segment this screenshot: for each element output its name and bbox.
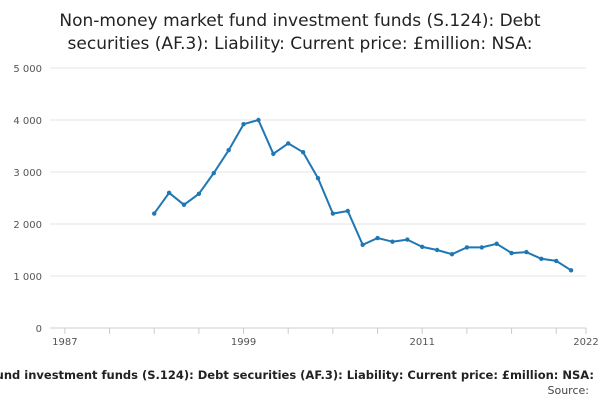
data-point bbox=[405, 237, 410, 242]
data-point bbox=[271, 151, 276, 156]
data-point bbox=[420, 244, 425, 250]
y-gridlines bbox=[50, 67, 586, 277]
y-tick-label: 1 000 bbox=[13, 272, 42, 283]
data-point bbox=[211, 170, 216, 176]
data-point bbox=[226, 147, 231, 153]
x-tick-label: 2011 bbox=[409, 337, 434, 348]
legend-entry: Non-money market fund investment funds (… bbox=[0, 368, 594, 382]
y-tick-label: 4 000 bbox=[13, 116, 42, 127]
data-point bbox=[300, 150, 306, 155]
y-tick-label: 0 bbox=[36, 324, 42, 335]
y-axis-ticks: 0 1 000 2 000 3 000 4 000 5 000 bbox=[13, 64, 42, 335]
data-point bbox=[449, 251, 455, 257]
data-point bbox=[286, 141, 291, 146]
data-point bbox=[509, 250, 514, 256]
data-point bbox=[181, 202, 187, 207]
source-label: Source: bbox=[548, 384, 590, 397]
data-point bbox=[152, 211, 157, 216]
chart-title-line-2: securities (AF.3): Liability: Current pr… bbox=[68, 34, 533, 54]
data-point bbox=[375, 235, 380, 241]
data-point bbox=[315, 176, 321, 181]
y-tick-label: 3 000 bbox=[13, 168, 42, 179]
data-point bbox=[524, 249, 529, 255]
data-point bbox=[360, 242, 365, 247]
x-tick-label: 2022 bbox=[573, 337, 598, 348]
data-point bbox=[539, 256, 544, 262]
x-tick-label: 1999 bbox=[231, 337, 256, 348]
y-tick-label: 5 000 bbox=[13, 64, 42, 75]
data-point bbox=[166, 190, 172, 195]
data-point bbox=[390, 239, 395, 244]
series-line bbox=[153, 119, 572, 272]
data-point bbox=[494, 241, 499, 246]
data-point bbox=[241, 121, 246, 127]
data-point bbox=[345, 208, 350, 214]
data-point bbox=[196, 191, 202, 197]
data-point bbox=[568, 268, 574, 273]
data-point bbox=[479, 245, 484, 250]
data-point bbox=[330, 211, 336, 216]
data-point bbox=[256, 117, 261, 123]
x-tick-label: 1987 bbox=[52, 337, 77, 348]
chart-title-line-1: Non-money market fund investment funds (… bbox=[59, 11, 541, 31]
x-axis-ticks: 1987 1999 2011 2022 bbox=[52, 328, 599, 348]
data-point bbox=[554, 258, 559, 264]
series-layer bbox=[152, 117, 574, 273]
data-point bbox=[434, 247, 440, 253]
y-tick-label: 2 000 bbox=[13, 220, 42, 231]
data-point bbox=[464, 245, 470, 250]
